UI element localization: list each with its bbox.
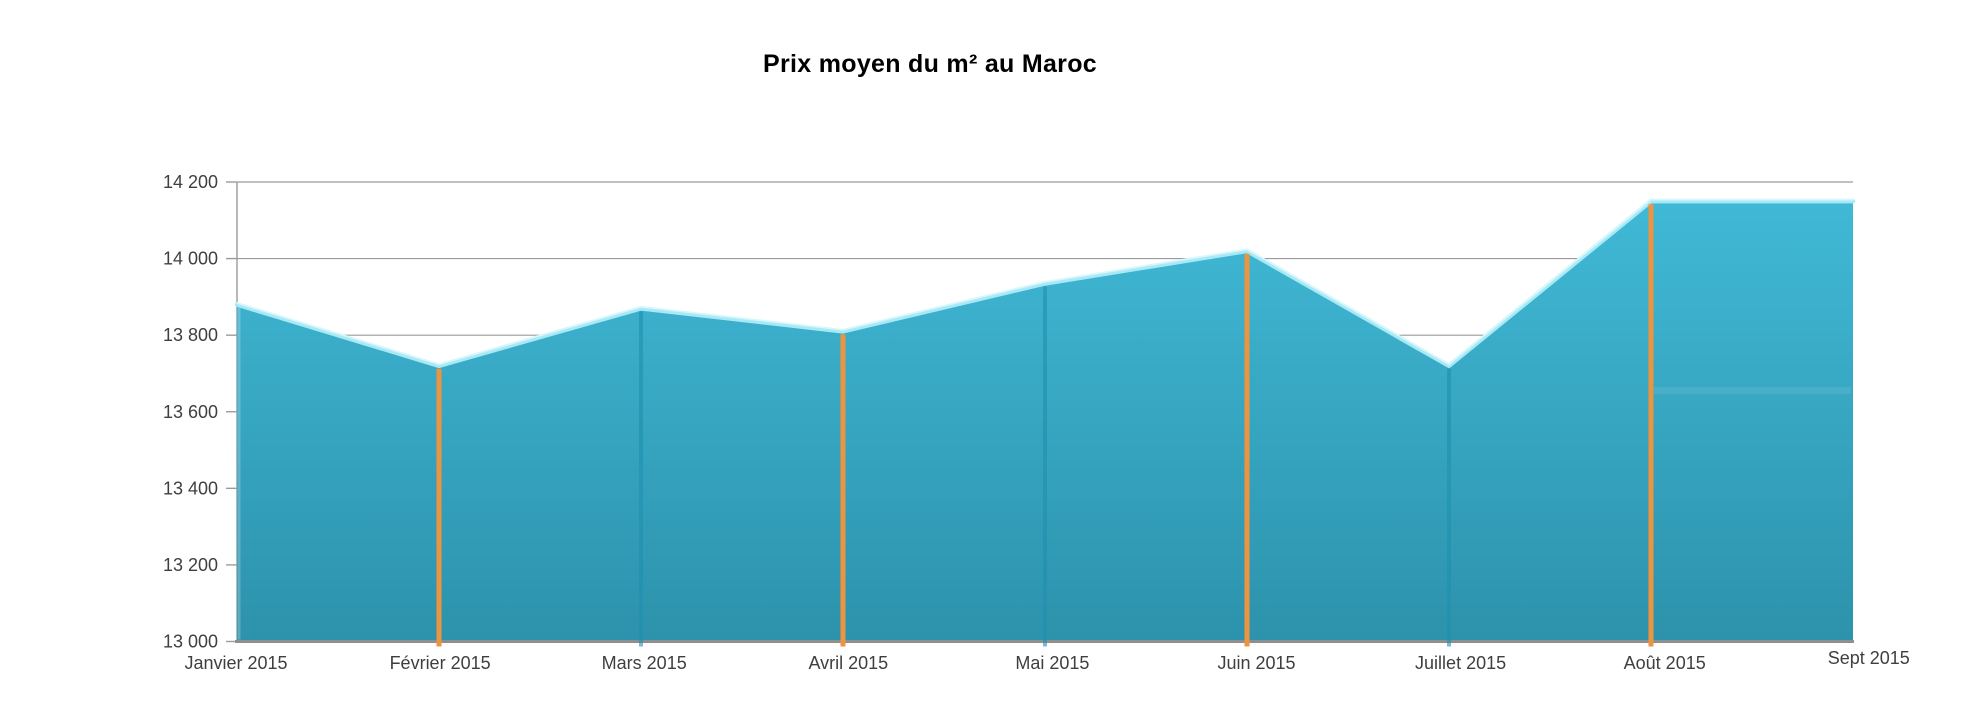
x-axis-label-8: Sept 2015	[1828, 648, 1910, 668]
y-axis-label-13400: 13 400	[163, 478, 218, 498]
x-axis-label-5: Juin 2015	[1217, 653, 1295, 673]
y-axis-label-13600: 13 600	[163, 402, 218, 422]
y-axis-label-13000: 13 000	[163, 632, 218, 652]
area-top-highlight-bright	[236, 198, 1854, 366]
x-axis-label-3: Avril 2015	[808, 653, 888, 673]
y-axis-label-14200: 14 200	[163, 172, 218, 192]
chart-title: Prix moyen du m² au Maroc	[763, 50, 1097, 78]
x-axis-label-0: Janvier 2015	[184, 653, 287, 673]
area-top-highlight	[234, 198, 1856, 369]
y-axis-label-13200: 13 200	[163, 555, 218, 575]
x-axis-label-6: Juillet 2015	[1415, 653, 1506, 673]
y-axis-label-13800: 13 800	[163, 325, 218, 345]
x-axis-label-1: Février 2015	[390, 653, 491, 673]
x-axis-label-7: Août 2015	[1624, 653, 1706, 673]
x-axis-label-2: Mars 2015	[602, 653, 687, 673]
x-axis-label-4: Mai 2015	[1015, 653, 1089, 673]
y-axis-label-14000: 14 000	[163, 249, 218, 269]
highlight-band	[1654, 387, 1851, 394]
